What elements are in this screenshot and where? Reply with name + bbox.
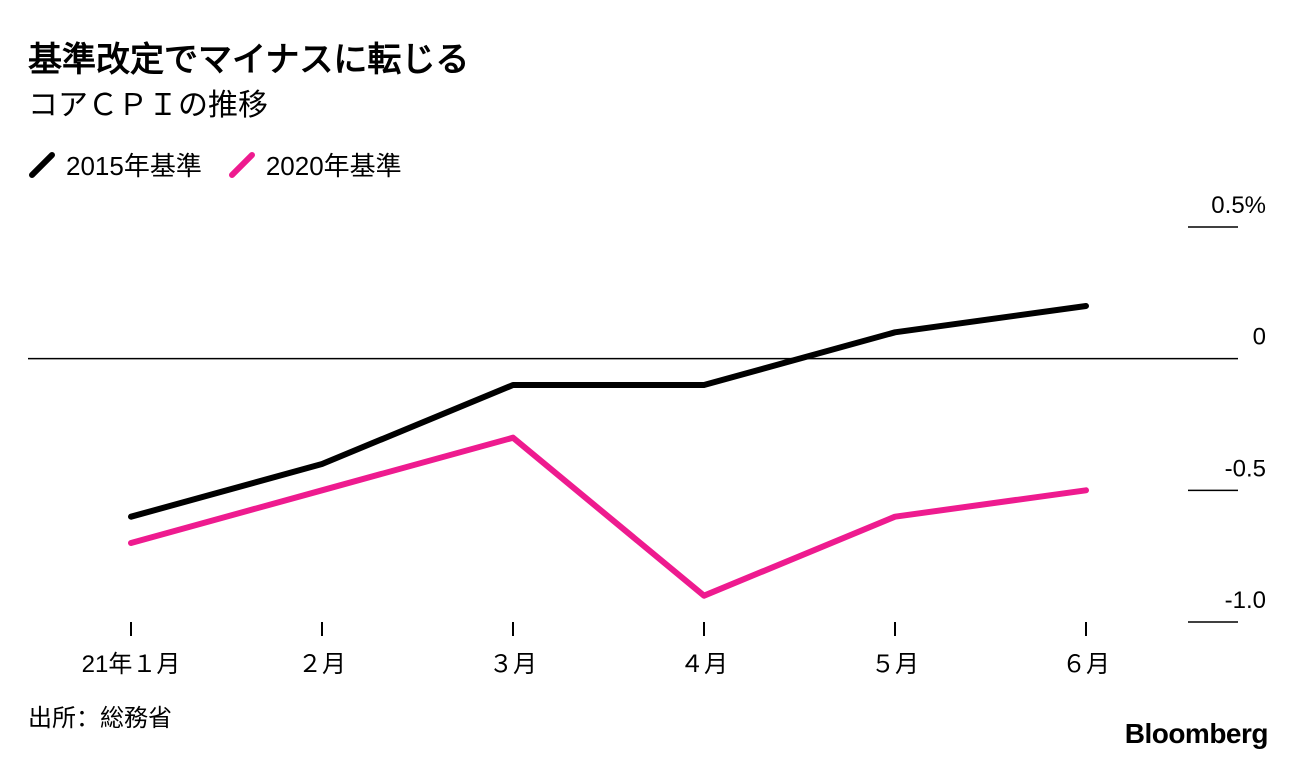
y-tick-label: -0.5 [1225, 455, 1266, 482]
bloomberg-logo: Bloomberg [1124, 718, 1269, 749]
chart-subtitle: コアＣＰＩの推移 [28, 89, 268, 122]
legend-label-2020: 2020年基準 [265, 150, 402, 181]
source-note: 出所：総務省 [28, 705, 172, 732]
x-tick-label: ３月 [489, 651, 537, 678]
x-tick-label: ２月 [298, 651, 346, 678]
x-tick-label: ５月 [871, 651, 919, 678]
y-tick-label: 0 [1253, 324, 1266, 351]
chart-title: 基準改定でマイナスに転じる [28, 41, 470, 79]
series-line-2015 [128, 303, 1089, 520]
y-tick-label: 0.5% [1211, 192, 1266, 219]
legend-item-2020: 2020年基準 [228, 146, 402, 183]
x-tick-label: ６月 [1062, 651, 1110, 678]
series-line-2020 [128, 434, 1089, 599]
legend: 2015年基準 2020年基準 [28, 146, 428, 182]
legend-swatch-2015-icon [29, 152, 55, 178]
x-tick-label: 21年１月 [82, 651, 181, 678]
legend-item-2015: 2015年基準 [28, 146, 202, 183]
x-tick-label: ４月 [680, 651, 728, 678]
legend-swatch-2020-icon [228, 152, 255, 178]
y-tick-label: -1.0 [1225, 587, 1266, 614]
legend-label-2015: 2015年基準 [66, 150, 202, 181]
